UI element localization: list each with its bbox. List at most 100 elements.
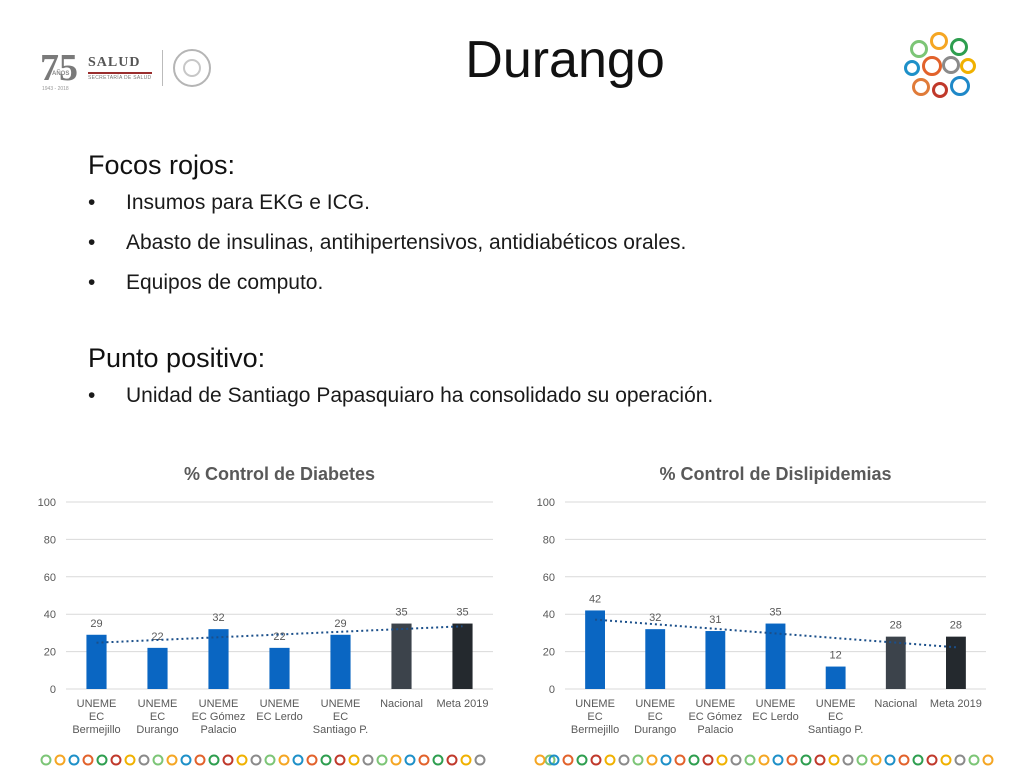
x-tick-label: EC <box>587 711 602 723</box>
bar <box>330 634 351 689</box>
decor-circle <box>548 754 560 766</box>
x-tick-label: EC <box>648 711 663 723</box>
bar <box>269 647 290 689</box>
decor-circle <box>926 754 938 766</box>
x-tick-label: EC <box>333 711 348 723</box>
bar <box>705 631 726 689</box>
section-heading-red-flags: Focos rojos: <box>88 150 236 180</box>
x-tick-label: EC Gómez <box>192 711 246 723</box>
x-tick-label: EC <box>89 711 104 723</box>
bar <box>765 623 786 689</box>
list-item: Insumos para EKG e ICG. <box>88 191 988 215</box>
y-tick-label: 0 <box>50 684 56 696</box>
decor-circle <box>898 754 910 766</box>
bar <box>885 636 906 689</box>
decor-circle <box>194 754 206 766</box>
x-tick-label: Palacio <box>200 724 236 736</box>
x-tick-label: EC Gómez <box>688 711 742 723</box>
chart-title: % Control de Diabetes <box>184 464 375 484</box>
decor-circle <box>590 754 602 766</box>
x-tick-label: Nacional <box>380 698 423 710</box>
decor-circle <box>138 754 150 766</box>
decor-circle <box>110 754 122 766</box>
decor-circle <box>982 754 994 766</box>
decor-circle <box>646 754 658 766</box>
decor-circle <box>576 754 588 766</box>
slide-body: Focos rojos: Insumos para EKG e ICG. Aba… <box>88 150 988 424</box>
x-tick-label: UNEME <box>635 698 675 710</box>
decor-circle <box>856 754 868 766</box>
y-tick-label: 100 <box>38 497 56 509</box>
x-tick-label: EC <box>150 711 165 723</box>
decor-circle <box>446 754 458 766</box>
decor-circle <box>418 754 430 766</box>
x-tick-label: Bermejillo <box>72 724 120 736</box>
x-tick-label: UNEME <box>199 698 239 710</box>
anniversary-number: 75 <box>40 47 78 89</box>
decor-circle <box>320 754 332 766</box>
y-tick-label: 20 <box>543 647 555 659</box>
national-seal-icon <box>173 49 211 87</box>
decor-circle <box>292 754 304 766</box>
x-tick-label: UNEME <box>321 698 361 710</box>
y-tick-label: 0 <box>549 684 555 696</box>
decor-circle <box>362 754 374 766</box>
bar <box>825 666 846 689</box>
bar <box>585 610 605 689</box>
y-tick-label: 80 <box>543 534 555 546</box>
agency-subtitle: SECRETARÍA DE SALUD <box>88 75 152 81</box>
data-label: 28 <box>890 620 902 632</box>
decor-circle <box>96 754 108 766</box>
y-tick-label: 40 <box>44 609 56 621</box>
bar <box>86 634 107 689</box>
decor-circle <box>264 754 276 766</box>
header-logos: 75 AÑOS 1943 - 2018 SALUD SECRETARÍA DE … <box>40 44 211 92</box>
decor-circle <box>828 754 840 766</box>
decor-circle <box>786 754 798 766</box>
decor-circle <box>940 754 952 766</box>
decor-circle <box>124 754 136 766</box>
decor-circle <box>432 754 444 766</box>
decor-circle <box>912 754 924 766</box>
decor-circle <box>562 754 574 766</box>
decor-circle <box>348 754 360 766</box>
data-label: 12 <box>830 650 842 662</box>
diabetes-control-chart: % Control de Diabetes 0 20 40 60 80 100 29 UNEME… <box>38 464 493 736</box>
bar <box>645 629 666 689</box>
bar <box>946 636 966 689</box>
colored-circles-logo-icon <box>900 32 980 106</box>
x-tick-label: Palacio <box>697 724 733 736</box>
x-tick-label: Bermejillo <box>571 724 619 736</box>
decor-circle <box>702 754 714 766</box>
slide-title: Durango <box>465 31 665 89</box>
bar <box>208 629 229 689</box>
x-tick-label: Santiago P. <box>313 724 368 736</box>
data-label: 29 <box>90 618 102 630</box>
decor-circle <box>306 754 318 766</box>
decor-circle <box>842 754 854 766</box>
data-label: 28 <box>950 620 962 632</box>
decor-circle <box>674 754 686 766</box>
decor-circle <box>54 754 66 766</box>
data-label: 35 <box>769 607 781 619</box>
x-tick-label: Meta 2019 <box>930 698 982 710</box>
data-label: 32 <box>649 612 661 624</box>
data-label: 22 <box>273 631 285 643</box>
decor-circle <box>604 754 616 766</box>
decor-circle <box>222 754 234 766</box>
decorative-circle-border <box>40 754 994 766</box>
decor-circle <box>474 754 486 766</box>
decor-circle <box>758 754 770 766</box>
decor-circle <box>334 754 346 766</box>
decor-circle <box>236 754 248 766</box>
decor-circle <box>166 754 178 766</box>
decor-circle <box>40 754 52 766</box>
positive-points-list: Unidad de Santiago Papasquiaro ha consol… <box>88 384 988 408</box>
data-label: 22 <box>151 631 163 643</box>
decor-circle <box>82 754 94 766</box>
x-tick-label: Durango <box>136 724 178 736</box>
bar <box>452 623 473 689</box>
chart-title: % Control de Dislipidemias <box>659 464 891 484</box>
decor-circle <box>730 754 742 766</box>
x-tick-label: UNEME <box>695 698 735 710</box>
